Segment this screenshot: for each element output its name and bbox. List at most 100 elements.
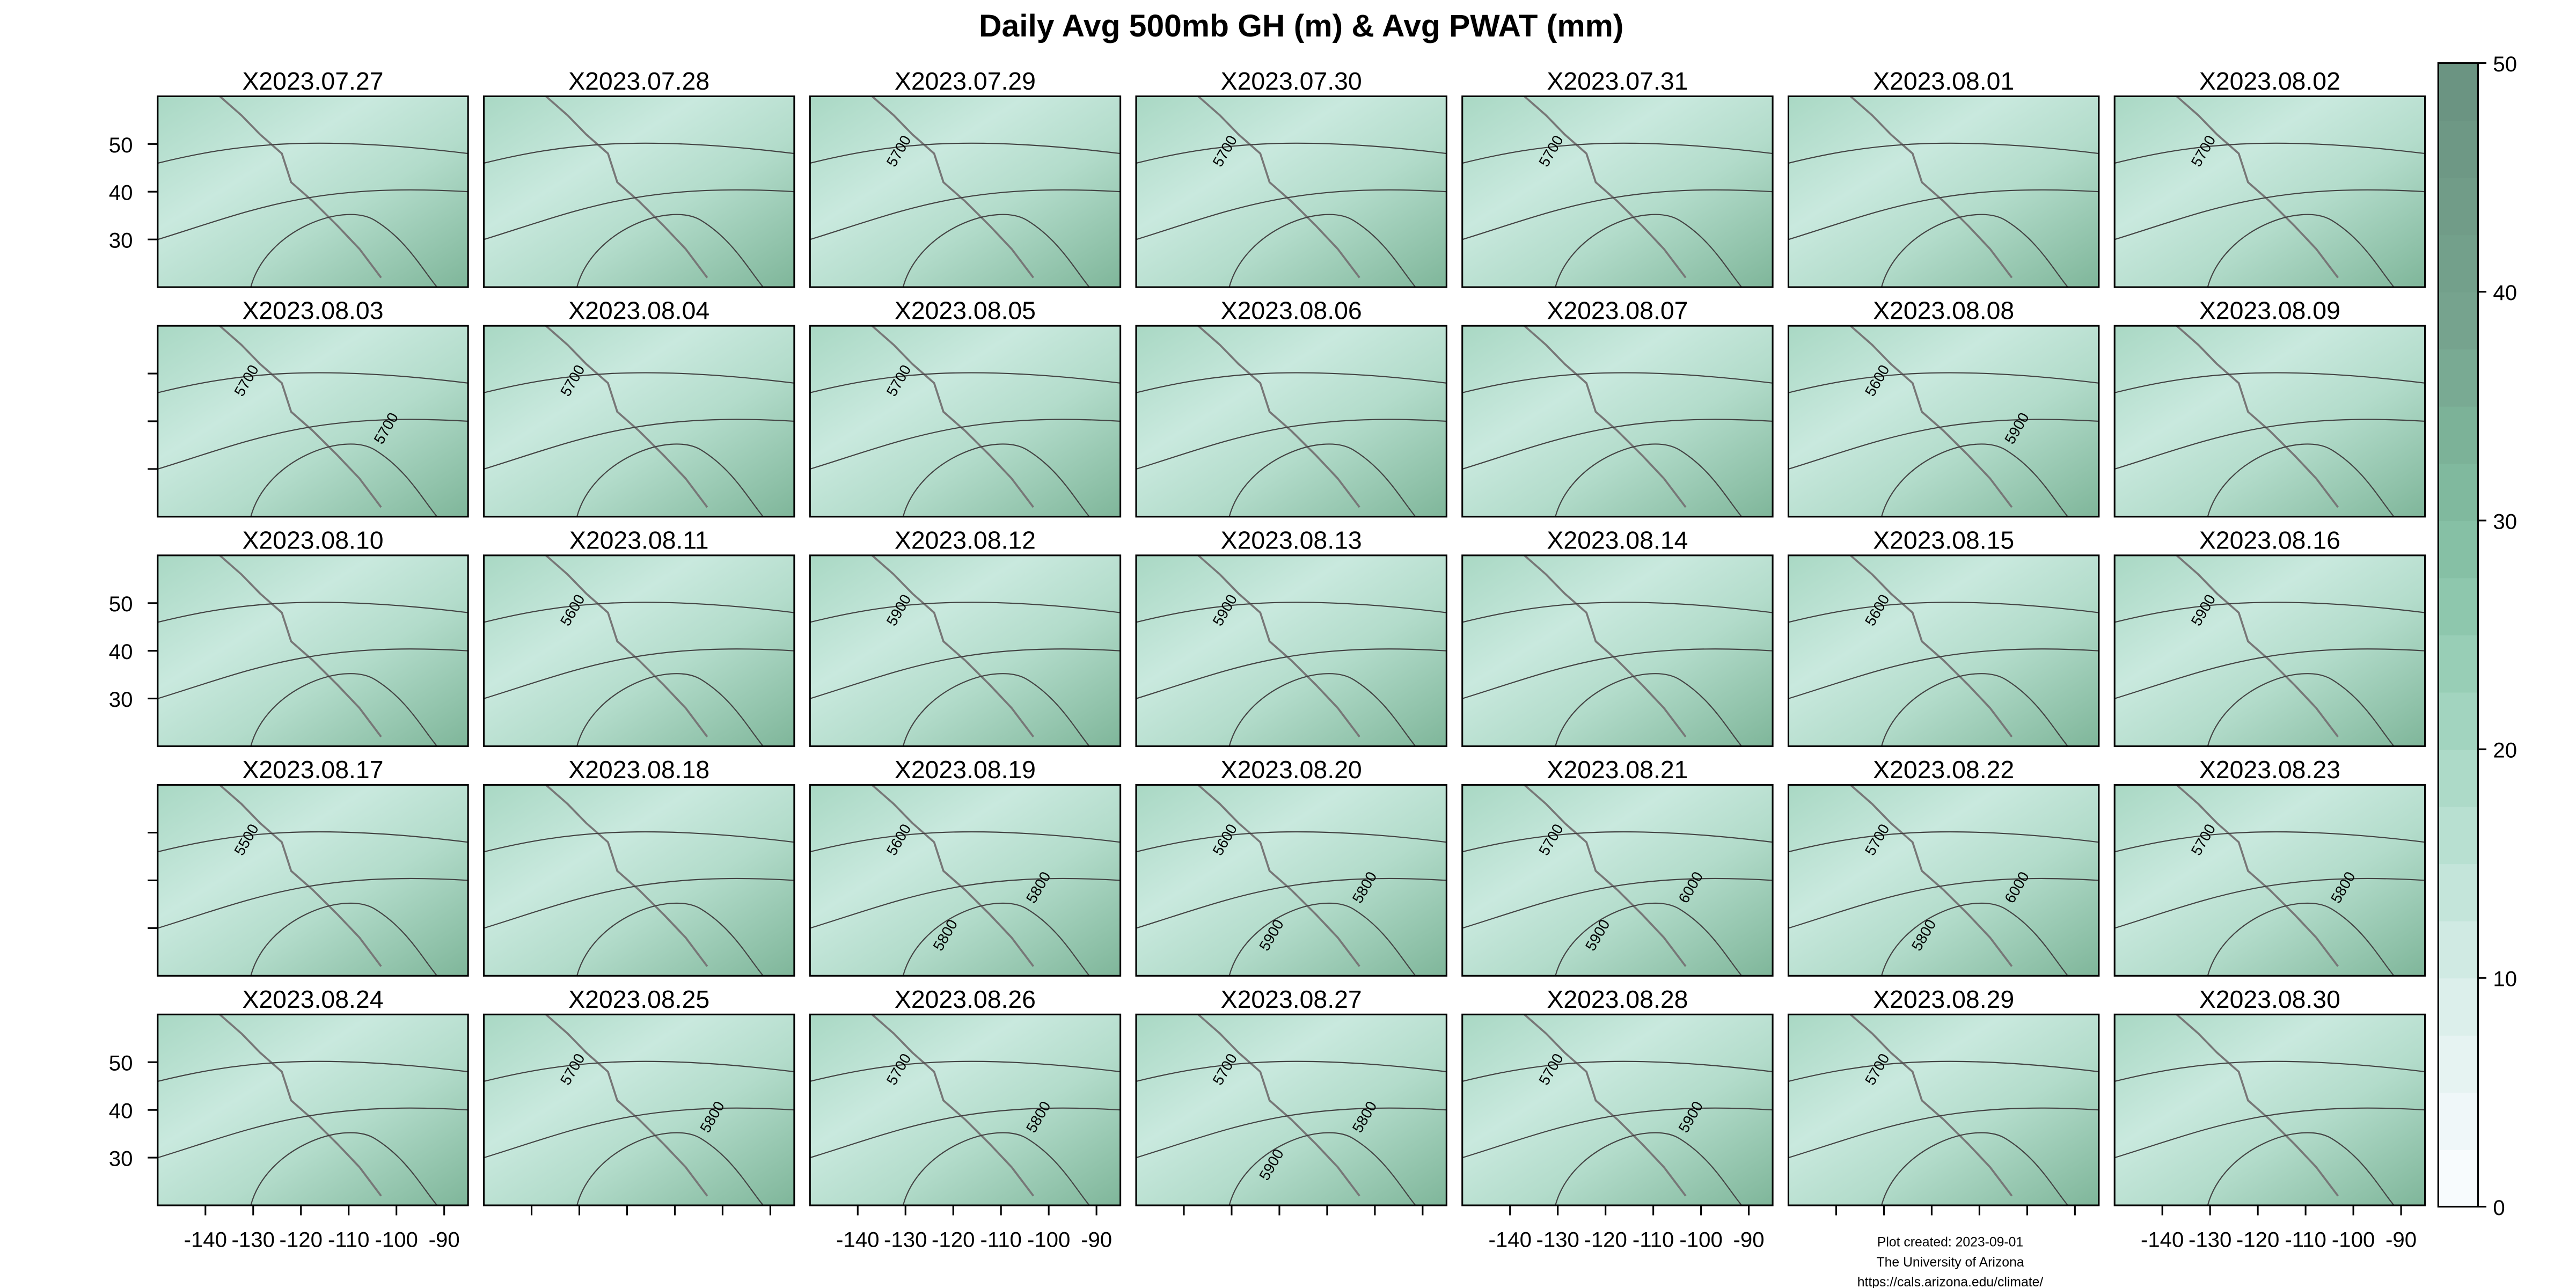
- panel-field: [810, 326, 1121, 517]
- panel-field: [1462, 96, 1773, 288]
- contour-line: [2207, 1132, 2395, 1205]
- contour-line: [1788, 142, 2099, 164]
- panel-title: X2023.08.19: [895, 756, 1036, 784]
- y-tick-label: 40: [109, 1099, 133, 1123]
- panel-field: [1136, 96, 1447, 288]
- coastline: [1849, 555, 2013, 738]
- x-tick-label: -130: [1536, 1227, 1579, 1252]
- panel-field: [1462, 785, 1773, 976]
- panel-field: [810, 555, 1121, 747]
- panel: 5600: [484, 555, 794, 747]
- panel-title: X2023.08.03: [242, 297, 383, 325]
- coastline: [1524, 785, 1687, 967]
- panel-frame: [809, 95, 1122, 288]
- panel-title: X2023.08.08: [1873, 297, 2014, 325]
- panel-field: [484, 1014, 794, 1205]
- contour-line: [157, 1060, 469, 1082]
- panel-field: [484, 326, 794, 517]
- coastline: [871, 785, 1035, 967]
- panel: 5700: [2114, 96, 2425, 288]
- contour-line: [1880, 443, 2068, 517]
- contour-line: [1136, 648, 1447, 699]
- contour-line: [484, 189, 794, 240]
- panel-title: X2023.08.16: [2199, 526, 2340, 554]
- panel: [157, 555, 469, 747]
- panel: [157, 96, 469, 288]
- contour-line: [2207, 673, 2395, 747]
- contour-line: [1788, 831, 2099, 853]
- contour-line: [484, 419, 794, 470]
- panel-field: [157, 1014, 469, 1205]
- contour-line: [1462, 831, 1773, 853]
- panel-title: X2023.08.11: [569, 526, 709, 554]
- colorbar-band: [2438, 634, 2478, 693]
- contour-line: [1136, 877, 1447, 929]
- contour-line: [157, 602, 469, 623]
- panel: 5600: [1788, 555, 2099, 747]
- contour-line: [810, 602, 1121, 623]
- panel-frame: [483, 784, 795, 977]
- panel-field: [157, 785, 469, 976]
- panel-field: [1788, 326, 2099, 517]
- y-tick-label: 50: [109, 1051, 133, 1075]
- x-tick-label: -110: [1633, 1227, 1674, 1252]
- contour-line: [576, 902, 764, 976]
- contour-line: [2207, 443, 2395, 517]
- panel-title: X2023.08.15: [1873, 526, 2014, 554]
- contour-line: [1462, 648, 1773, 699]
- contour-line: [1880, 902, 2068, 976]
- x-tick-label: -120: [1584, 1227, 1627, 1252]
- panel-frame: [1787, 95, 2100, 288]
- panel-frame: [1461, 554, 1774, 748]
- panel-field: [1788, 555, 2099, 747]
- panel-field: [2114, 326, 2425, 517]
- colorbar-band: [2438, 406, 2478, 464]
- contour-line: [810, 419, 1121, 470]
- x-tick-label: -110: [328, 1227, 369, 1252]
- contour-line: [1462, 372, 1773, 393]
- contour-line: [1136, 189, 1447, 240]
- panel: [484, 785, 794, 976]
- coastline: [1197, 1014, 1360, 1197]
- contour-line: [157, 189, 469, 240]
- coastline: [545, 326, 708, 508]
- footer-text: Plot created: 2023-09-01: [1877, 1235, 2023, 1250]
- panel: [1788, 96, 2099, 288]
- panel-frame: [2113, 1013, 2426, 1206]
- panel-title: X2023.08.04: [568, 297, 709, 325]
- colorbar-frame: [2437, 62, 2479, 1208]
- panel-title: X2023.08.26: [895, 985, 1036, 1013]
- panel-title: X2023.08.05: [895, 297, 1036, 325]
- panel-frame: [1135, 784, 1447, 977]
- panel-title: X2023.08.27: [1221, 985, 1362, 1013]
- panel-title: X2023.08.17: [242, 756, 383, 784]
- contour-line: [250, 443, 438, 517]
- panel-title: X2023.08.02: [2199, 67, 2340, 95]
- panel: [1462, 326, 1773, 517]
- contour-line: [1788, 602, 2099, 623]
- panel-title: X2023.07.27: [242, 67, 383, 95]
- contour-line: [484, 372, 794, 393]
- contour-line: [810, 1107, 1121, 1159]
- coastline: [2176, 96, 2339, 279]
- y-tick-label: 30: [109, 229, 133, 253]
- contour-line: [1136, 142, 1447, 164]
- contour-line: [157, 831, 469, 853]
- y-tick-label: 40: [109, 181, 133, 205]
- x-tick-label: -100: [1027, 1227, 1070, 1252]
- panel-field: [810, 1014, 1121, 1205]
- contour-line: [2207, 214, 2395, 288]
- panel: 5900: [810, 555, 1121, 747]
- coastline: [1524, 96, 1687, 279]
- colorbar-band: [2438, 291, 2478, 350]
- contour-line: [810, 831, 1121, 853]
- chart-title: Daily Avg 500mb GH (m) & Avg PWAT (mm): [979, 9, 1623, 43]
- panel-title: X2023.08.18: [568, 756, 709, 784]
- contour-line: [250, 1132, 438, 1205]
- colorbar-band: [2438, 520, 2478, 579]
